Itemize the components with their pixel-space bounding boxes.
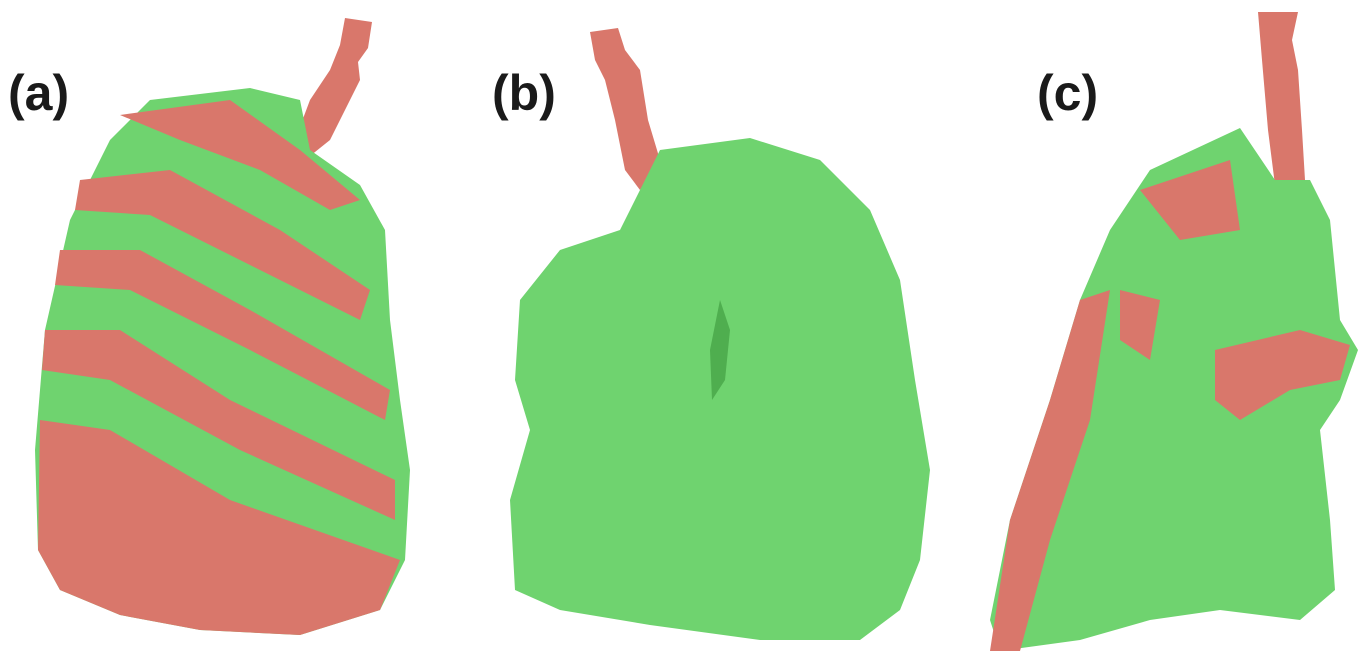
page: (a) (b) (c) (() => { const data = JSON.p…	[0, 0, 1365, 651]
panel-label: (c)	[1037, 65, 1098, 121]
panel-c: (c)	[990, 12, 1358, 651]
panel-label: (a)	[8, 65, 69, 121]
figure: (a) (b) (c)	[0, 0, 1365, 651]
trachea	[1258, 12, 1305, 185]
trachea	[590, 28, 660, 190]
panel-a: (a)	[8, 18, 410, 635]
panel-label: (b)	[492, 65, 556, 121]
panel-b: (b)	[492, 28, 930, 640]
lung-surface	[510, 138, 930, 640]
